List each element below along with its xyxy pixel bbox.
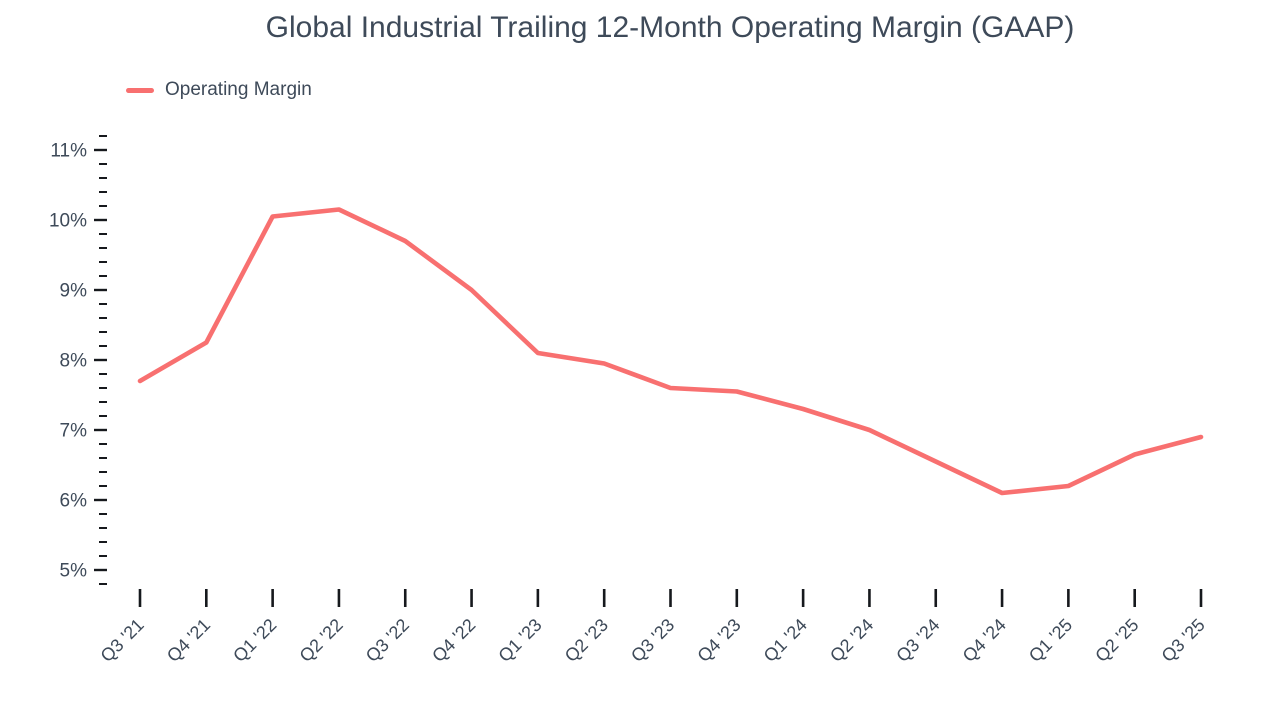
y-axis-tick-label: 5% [60,561,88,582]
series-line-operating-margin [137,207,1204,496]
x-axis-tick-label: Q2 '23 [561,615,612,666]
y-axis-tick-label: 8% [60,351,88,372]
y-axis-tick-label: 6% [60,491,88,512]
y-axis-tick-label: 9% [60,281,88,302]
legend-item-label: Operating Margin [165,79,312,100]
x-axis-tick-label: Q3 '22 [362,615,413,666]
x-axis-tick-label: Q4 '23 [693,615,744,666]
x-axis-tick-label: Q3 '21 [97,615,148,666]
x-axis-tick-label: Q4 '24 [959,615,1010,666]
x-axis-tick-label: Q2 '22 [296,615,347,666]
chart-title: Global Industrial Trailing 12-Month Oper… [265,11,1075,44]
x-axis-tick-label: Q3 '24 [892,615,943,666]
x-axis-tick-label: Q3 '25 [1158,615,1209,666]
x-axis-tick-label: Q2 '25 [1091,615,1142,666]
x-axis-tick-label: Q1 '24 [760,615,811,666]
x-axis-tick-label: Q1 '25 [1025,615,1076,666]
legend-item-operating-margin[interactable]: Operating Margin [126,79,312,101]
x-axis-tick-label: Q4 '22 [428,615,479,666]
x-axis-tick-label: Q3 '23 [627,615,678,666]
x-axis-tick-label: Q2 '24 [826,615,877,666]
legend: Operating Margin [126,79,312,101]
y-axis-tick-label: 11% [50,141,87,162]
y-axis-tick-label: 7% [60,421,88,442]
x-axis-tick-label: Q1 '22 [229,615,280,666]
x-axis-tick-label: Q4 '21 [163,615,214,666]
y-axis-tick-label: 10% [49,211,87,232]
legend-line-swatch [126,87,154,93]
x-axis-tick-label: Q1 '23 [494,615,545,666]
